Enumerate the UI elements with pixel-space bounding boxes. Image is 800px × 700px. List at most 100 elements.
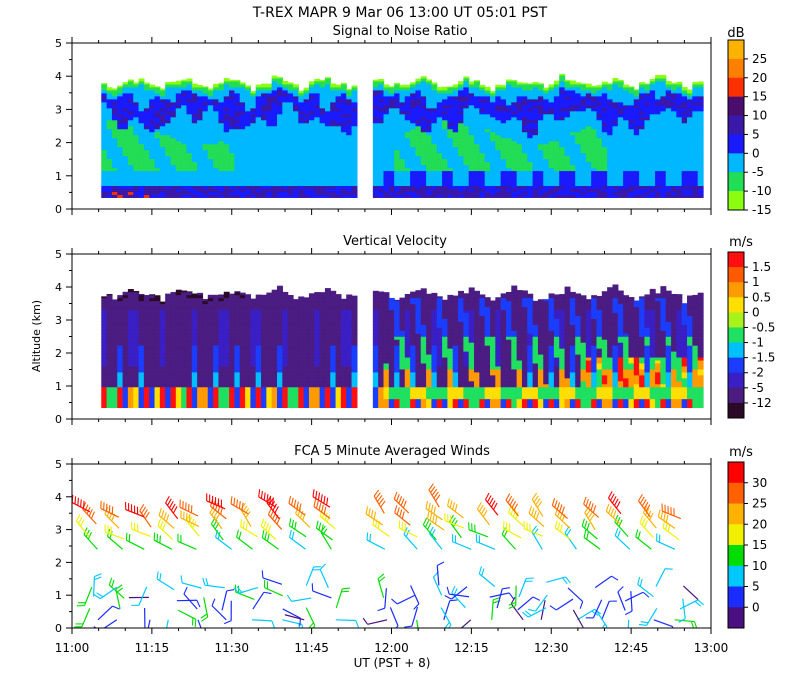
heat-cell — [372, 128, 379, 133]
heat-cell — [218, 82, 225, 85]
heat-cell — [399, 128, 406, 133]
heat-cell — [569, 188, 576, 193]
colorbar-label: -5 — [752, 165, 764, 179]
heat-cell — [340, 137, 347, 142]
heat-cell — [591, 134, 598, 139]
heat-cell — [213, 107, 220, 112]
heat-cell — [101, 83, 108, 85]
heat-cell — [175, 167, 182, 172]
heat-cell — [596, 167, 603, 172]
heat-cell — [175, 333, 182, 337]
heat-cell — [458, 155, 464, 160]
heat-cell — [122, 185, 129, 190]
heat-cell — [633, 143, 640, 148]
heat-cell — [569, 95, 576, 100]
heat-cell — [447, 131, 454, 136]
heat-cell — [585, 101, 592, 106]
heat-cell — [490, 164, 496, 169]
heat-cell — [559, 74, 566, 79]
heat-cell — [143, 374, 150, 379]
heat-cell — [394, 95, 401, 100]
heat-cell — [335, 149, 342, 154]
heat-cell — [468, 119, 475, 124]
heat-cell — [681, 194, 688, 198]
heat-cell — [671, 143, 677, 148]
heat-cell — [330, 125, 337, 130]
heat-cell — [479, 182, 486, 187]
heat-cell — [468, 104, 475, 109]
heat-cell — [580, 137, 587, 142]
heat-cell — [346, 188, 353, 193]
heat-cell — [639, 182, 646, 187]
heat-cell — [175, 194, 182, 198]
heat-cell — [154, 295, 161, 299]
heat-cell — [532, 164, 539, 169]
heat-cell — [612, 161, 619, 166]
heat-cell — [617, 83, 624, 88]
heat-cell — [111, 92, 118, 97]
heat-cell — [458, 137, 464, 142]
heat-cell — [596, 179, 603, 184]
heat-cell — [596, 89, 603, 94]
heat-cell — [537, 131, 544, 136]
heat-cell — [319, 98, 326, 103]
heat-cell — [133, 143, 140, 148]
heat-cell — [319, 134, 326, 139]
heat-cell — [266, 170, 273, 175]
heat-cell — [335, 101, 342, 106]
heat-cell — [340, 122, 347, 127]
heat-cell — [255, 119, 262, 124]
heat-cell — [154, 86, 161, 91]
heat-cell — [165, 152, 172, 157]
heat-cell — [324, 149, 331, 154]
heat-cell — [106, 342, 113, 346]
heat-cell — [277, 152, 283, 157]
heat-cell — [628, 134, 635, 139]
heat-cell — [521, 164, 528, 169]
heat-cell — [553, 182, 560, 187]
heat-cell — [649, 131, 656, 136]
heat-cell — [676, 170, 683, 175]
heat-cell — [490, 95, 496, 100]
heat-cell — [149, 389, 156, 394]
heat-cell — [143, 362, 150, 367]
heat-cell — [282, 137, 289, 142]
heat-cell — [351, 146, 358, 151]
heat-cell — [271, 149, 278, 154]
heat-cell — [239, 158, 246, 163]
heat-cell — [676, 128, 683, 133]
heat-cell — [143, 161, 150, 166]
heat-cell — [159, 176, 166, 181]
heat-cell — [287, 122, 294, 127]
heat-cell — [548, 95, 555, 100]
heat-cell — [575, 86, 582, 91]
heat-cell — [351, 158, 358, 163]
heat-cell — [585, 122, 592, 127]
heat-cell — [330, 170, 337, 175]
heat-cell — [181, 359, 188, 364]
heat-cell — [415, 161, 422, 166]
heat-cell — [335, 116, 342, 121]
heat-cell — [463, 176, 470, 181]
heat-cell — [697, 128, 704, 133]
heat-cell — [697, 83, 704, 88]
heat-cell — [665, 143, 672, 148]
heat-cell — [303, 104, 310, 109]
heat-cell — [117, 365, 124, 370]
heat-cell — [271, 152, 278, 157]
heat-cell — [426, 110, 433, 115]
heat-cell — [266, 107, 273, 112]
heat-cell — [388, 119, 395, 124]
heat-cell — [282, 110, 289, 115]
heat-cell — [266, 119, 273, 124]
heat-cell — [319, 164, 326, 169]
heat-cell — [431, 98, 438, 103]
heat-cell — [617, 113, 624, 118]
heat-cell — [308, 179, 315, 184]
heat-cell — [372, 143, 379, 148]
heat-cell — [335, 188, 342, 193]
heat-cell — [223, 185, 230, 190]
heat-cell — [154, 107, 161, 112]
heat-cell — [452, 140, 459, 145]
heat-cell — [442, 131, 449, 136]
